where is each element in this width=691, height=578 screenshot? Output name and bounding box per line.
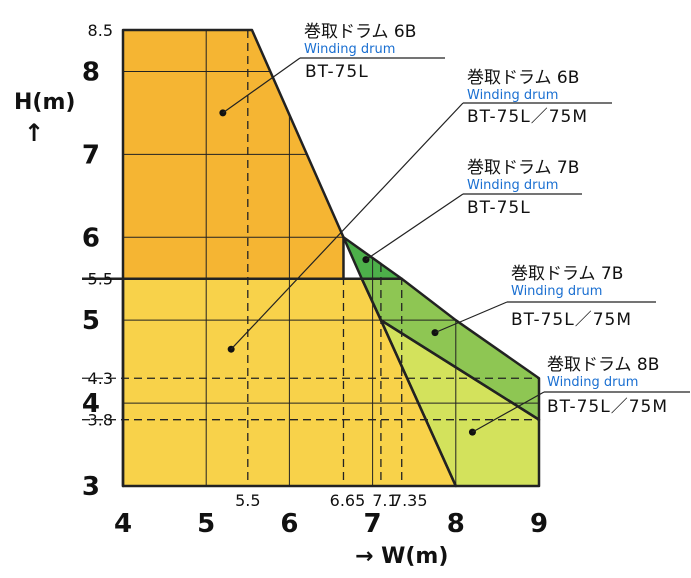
series-drum-label-4: 巻取ドラム 7B [511,264,623,284]
leader-line-5 [472,391,545,433]
leader-line-3 [365,193,464,261]
y-minor-tick-label: 5.5 [88,270,113,289]
x-tick-label: 8 [447,509,465,539]
series-model-label-4: BT-75L／75M [511,310,632,330]
series-drum-label-3: 巻取ドラム 7B [467,158,579,178]
x-tick-label: 6 [280,509,298,539]
y-tick-label: 4 [82,389,100,419]
series-drum-label-5: 巻取ドラム 8B [547,355,659,375]
series-sub-label-4: Winding drum [511,284,602,299]
leader-line-4 [434,301,508,334]
series-drum-label-2: 巻取ドラム 6B [467,68,579,88]
series-model-label-5: BT-75L／75M [547,397,668,417]
y-tick-label: 6 [82,223,100,253]
y-tick-label: 3 [82,472,100,502]
y-axis-title: H(m) [14,90,75,115]
area-region-1 [123,30,344,486]
x-tick-label: 7 [364,509,382,539]
leader-line-layer [222,57,545,433]
series-sub-label-5: Winding drum [547,375,638,390]
y-minor-tick-label: 4.3 [88,369,113,388]
x-minor-tick-label: 6.65 [330,491,366,510]
series-model-label-2: BT-75L／75M [467,107,588,127]
x-tick-label: 4 [114,509,132,539]
series-drum-label-1: 巻取ドラム 6B [304,22,416,42]
area-border-layer [82,28,541,488]
axis-title-layer: H(m) ↑ → W(m) [14,90,448,569]
x-tick-label: 9 [530,509,548,539]
series-sub-label-1: Winding drum [304,42,395,57]
y-tick-label: 5 [82,306,100,336]
x-tick-label: 5 [197,509,215,539]
y-axis-arrow: ↑ [24,119,44,147]
series-model-label-1: BT-75L [305,62,369,82]
x-minor-tick-label: 7.1 [372,491,397,510]
y-minor-tick-label: 8.5 [88,21,113,40]
series-sub-label-3: Winding drum [467,178,558,193]
leader-line-1 [222,57,301,114]
x-minor-tick-label: 5.5 [235,491,260,510]
area-region-4 [361,278,539,420]
area-border-5 [379,318,541,488]
x-minor-tick-label: 7.35 [392,491,428,510]
y-tick-label: 7 [82,140,100,170]
series-model-label-3: BT-75L [467,198,531,218]
y-minor-tick-label: 3.8 [88,411,113,430]
series-sub-label-2: Winding drum [467,88,558,103]
x-axis-title: → W(m) [355,544,448,569]
y-tick-label: 8 [82,57,100,87]
leader-line-2 [230,102,464,350]
